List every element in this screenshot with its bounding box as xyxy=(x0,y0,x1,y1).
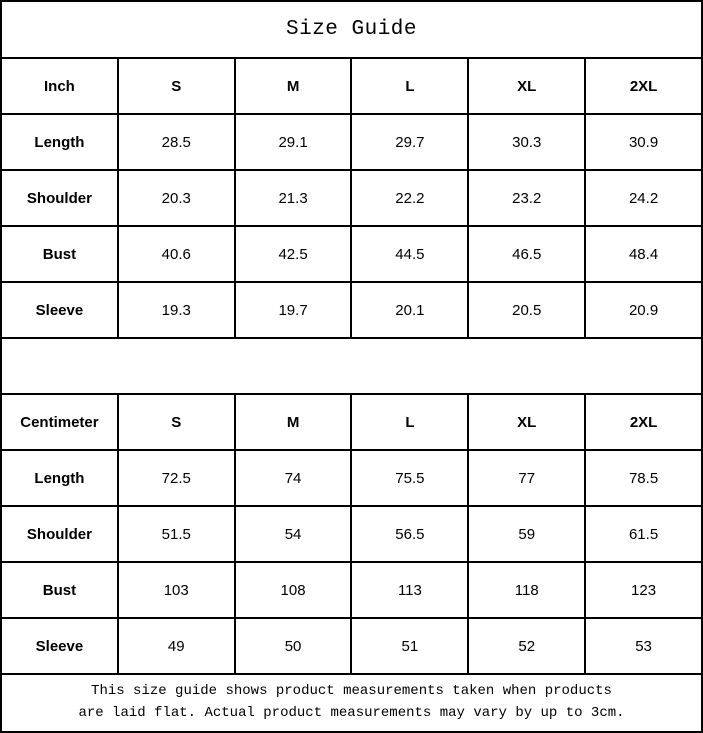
size-header-m: M xyxy=(233,57,353,115)
value-cell: 23.2 xyxy=(467,169,587,227)
value-cell: 113 xyxy=(350,561,470,619)
value-cell: 51 xyxy=(350,617,470,675)
value-cell: 40.6 xyxy=(116,225,236,283)
value-cell: 50 xyxy=(233,617,353,675)
title-row: Size Guide xyxy=(0,0,703,59)
table-row: Length 28.5 29.1 29.7 30.3 30.9 xyxy=(0,113,703,171)
inch-unit-header: Inch xyxy=(0,57,119,115)
value-cell: 30.9 xyxy=(584,113,703,171)
size-header-m: M xyxy=(233,393,353,451)
value-cell: 42.5 xyxy=(233,225,353,283)
page-title: Size Guide xyxy=(0,0,703,59)
value-cell: 19.7 xyxy=(233,281,353,339)
size-header-l: L xyxy=(350,393,470,451)
footer-row: This size guide shows product measuremen… xyxy=(0,673,703,733)
row-label: Length xyxy=(0,449,119,507)
value-cell: 123 xyxy=(584,561,703,619)
value-cell: 54 xyxy=(233,505,353,563)
separator-cell xyxy=(0,337,703,395)
inch-header-row: Inch S M L XL 2XL xyxy=(0,57,703,115)
row-label: Length xyxy=(0,113,119,171)
row-label: Sleeve xyxy=(0,281,119,339)
separator-row xyxy=(0,337,703,395)
value-cell: 61.5 xyxy=(584,505,703,563)
row-label: Bust xyxy=(0,225,119,283)
value-cell: 77 xyxy=(467,449,587,507)
footer-line-2: are laid flat. Actual product measuremen… xyxy=(78,705,625,721)
table-row: Bust 40.6 42.5 44.5 46.5 48.4 xyxy=(0,225,703,283)
value-cell: 20.3 xyxy=(116,169,236,227)
value-cell: 53 xyxy=(584,617,703,675)
value-cell: 30.3 xyxy=(467,113,587,171)
value-cell: 21.3 xyxy=(233,169,353,227)
row-label: Sleeve xyxy=(0,617,119,675)
row-label: Shoulder xyxy=(0,505,119,563)
value-cell: 20.5 xyxy=(467,281,587,339)
value-cell: 44.5 xyxy=(350,225,470,283)
size-header-xl: XL xyxy=(467,393,587,451)
size-header-s: S xyxy=(116,393,236,451)
table-row: Shoulder 51.5 54 56.5 59 61.5 xyxy=(0,505,703,563)
value-cell: 51.5 xyxy=(116,505,236,563)
footer-note: This size guide shows product measuremen… xyxy=(0,673,703,733)
centimeter-header-row: Centimeter S M L XL 2XL xyxy=(0,393,703,451)
value-cell: 24.2 xyxy=(584,169,703,227)
value-cell: 52 xyxy=(467,617,587,675)
size-header-2xl: 2XL xyxy=(584,57,703,115)
value-cell: 28.5 xyxy=(116,113,236,171)
value-cell: 103 xyxy=(116,561,236,619)
table-row: Length 72.5 74 75.5 77 78.5 xyxy=(0,449,703,507)
value-cell: 46.5 xyxy=(467,225,587,283)
value-cell: 72.5 xyxy=(116,449,236,507)
value-cell: 108 xyxy=(233,561,353,619)
size-header-2xl: 2XL xyxy=(584,393,703,451)
value-cell: 49 xyxy=(116,617,236,675)
table-row: Bust 103 108 113 118 123 xyxy=(0,561,703,619)
value-cell: 78.5 xyxy=(584,449,703,507)
value-cell: 22.2 xyxy=(350,169,470,227)
value-cell: 20.9 xyxy=(584,281,703,339)
table-row: Sleeve 49 50 51 52 53 xyxy=(0,617,703,675)
size-header-xl: XL xyxy=(467,57,587,115)
centimeter-unit-header: Centimeter xyxy=(0,393,119,451)
value-cell: 20.1 xyxy=(350,281,470,339)
value-cell: 59 xyxy=(467,505,587,563)
value-cell: 19.3 xyxy=(116,281,236,339)
table-row: Sleeve 19.3 19.7 20.1 20.5 20.9 xyxy=(0,281,703,339)
value-cell: 118 xyxy=(467,561,587,619)
row-label: Bust xyxy=(0,561,119,619)
value-cell: 29.7 xyxy=(350,113,470,171)
value-cell: 56.5 xyxy=(350,505,470,563)
footer-line-1: This size guide shows product measuremen… xyxy=(91,683,612,700)
size-header-s: S xyxy=(116,57,236,115)
size-header-l: L xyxy=(350,57,470,115)
value-cell: 29.1 xyxy=(233,113,353,171)
value-cell: 75.5 xyxy=(350,449,470,507)
value-cell: 74 xyxy=(233,449,353,507)
value-cell: 48.4 xyxy=(584,225,703,283)
table-row: Shoulder 20.3 21.3 22.2 23.2 24.2 xyxy=(0,169,703,227)
row-label: Shoulder xyxy=(0,169,119,227)
